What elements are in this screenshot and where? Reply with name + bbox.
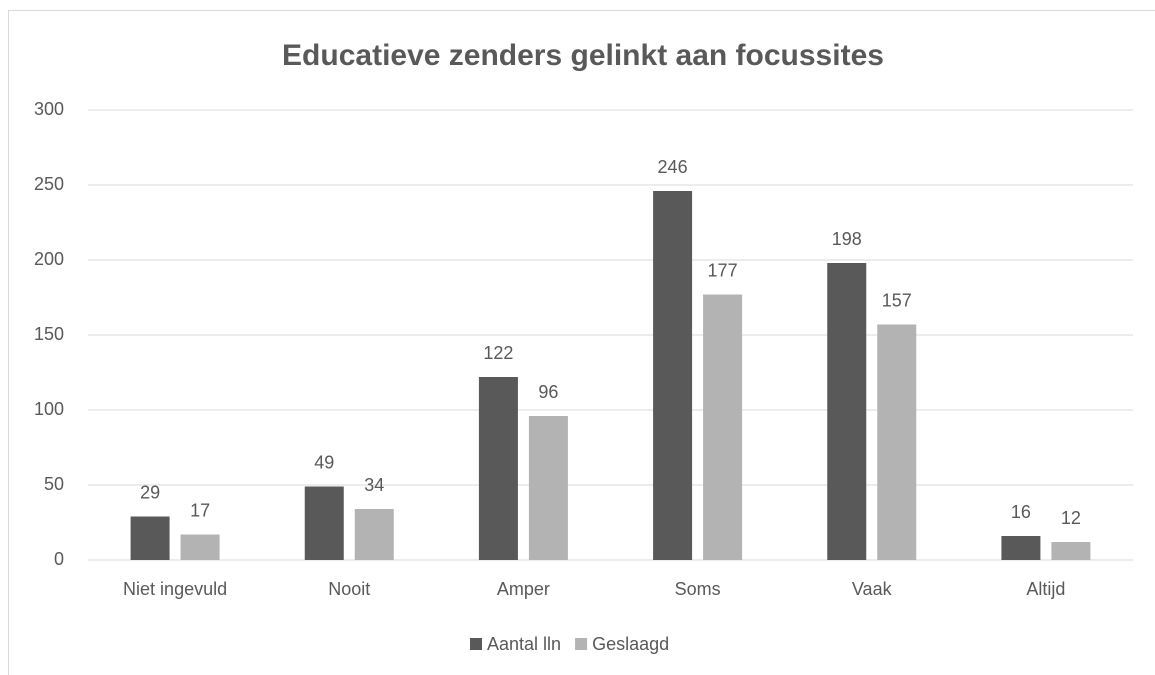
bar: [180, 534, 220, 560]
data-label: 177: [708, 260, 738, 280]
data-label: 49: [314, 452, 334, 472]
bar: [478, 377, 518, 560]
y-tick-label: 200: [34, 249, 64, 269]
bar: [130, 516, 170, 560]
bar: [528, 416, 568, 560]
bar: [827, 263, 867, 560]
legend-label: Geslaagd: [592, 634, 669, 654]
y-tick-label: 150: [34, 324, 64, 344]
y-tick-label: 100: [34, 399, 64, 419]
x-tick-label: Altijd: [1026, 579, 1065, 599]
y-tick-label: 300: [34, 99, 64, 119]
data-label: 29: [140, 482, 160, 502]
x-tick-label: Soms: [675, 579, 721, 599]
y-tick-label: 0: [54, 549, 64, 569]
bar: [354, 509, 394, 560]
chart-frame: [8, 10, 1155, 675]
data-label: 198: [832, 229, 862, 249]
data-label: 17: [190, 500, 210, 520]
bar: [1051, 542, 1091, 560]
data-label: 157: [882, 290, 912, 310]
x-tick-label: Niet ingevuld: [123, 579, 227, 599]
bar: [304, 486, 344, 560]
data-label: 12: [1061, 508, 1081, 528]
x-tick-label: Nooit: [328, 579, 370, 599]
data-label: 246: [658, 157, 688, 177]
bar: [877, 324, 917, 560]
bar: [1001, 536, 1041, 560]
y-tick-label: 50: [44, 474, 64, 494]
data-label: 34: [364, 475, 384, 495]
legend-label: Aantal lln: [487, 634, 561, 654]
bar: [653, 191, 693, 560]
legend-swatch: [575, 638, 588, 650]
x-tick-label: Vaak: [852, 579, 893, 599]
data-label: 122: [483, 343, 513, 363]
legend-swatch: [470, 638, 482, 650]
y-tick-label: 250: [34, 174, 64, 194]
data-label: 16: [1011, 502, 1031, 522]
bar: [703, 294, 743, 560]
chart-title: Educatieve zenders gelinkt aan focussite…: [282, 39, 884, 72]
x-tick-label: Amper: [497, 579, 550, 599]
data-label: 96: [538, 382, 558, 402]
